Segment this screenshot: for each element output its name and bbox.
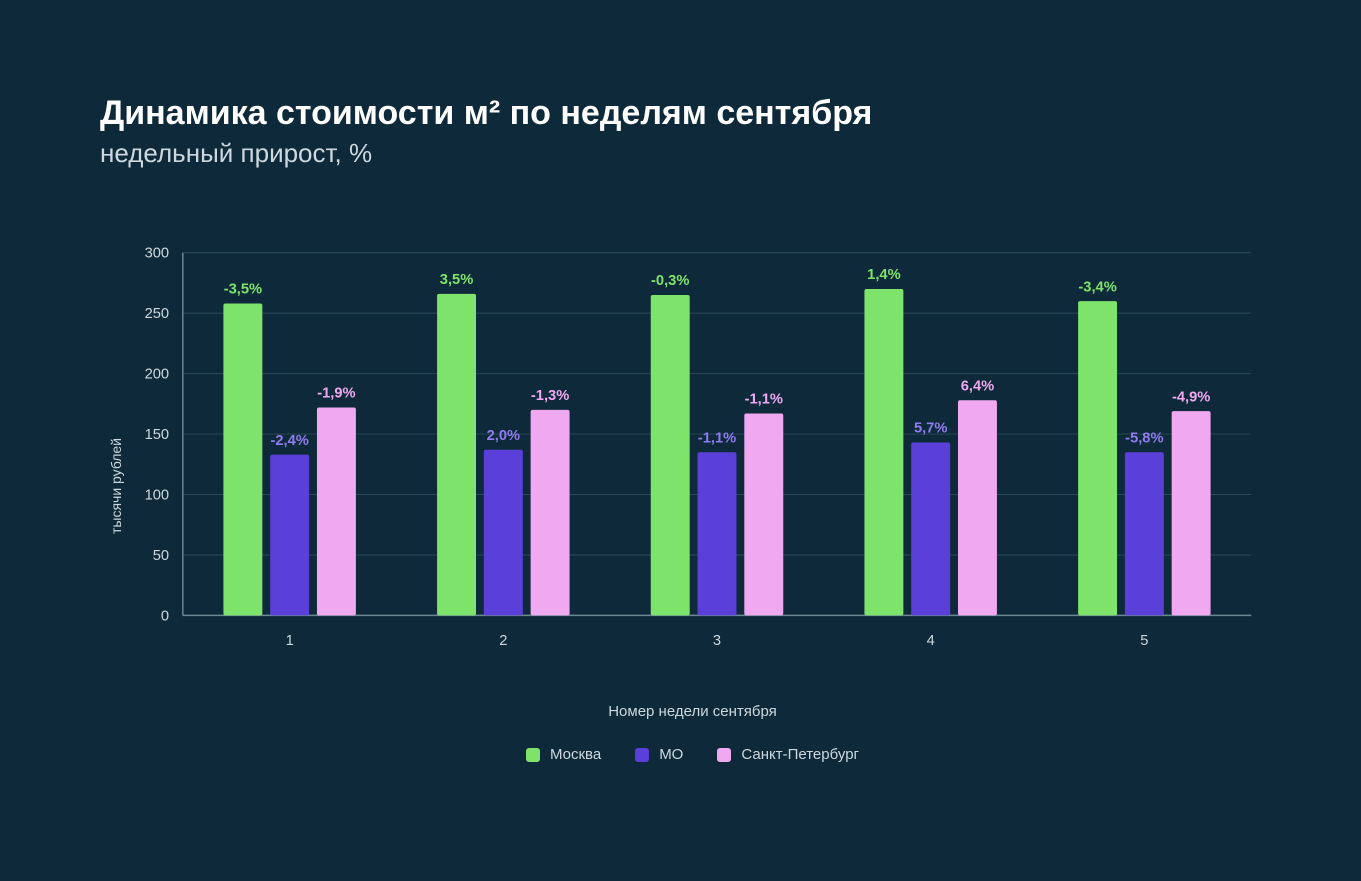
bar xyxy=(270,455,309,616)
bar-value-label: -3,5% xyxy=(224,282,262,298)
y-tick-label: 150 xyxy=(145,427,170,443)
legend-item: Санкт-Петербург xyxy=(717,746,859,763)
bar xyxy=(1125,453,1164,616)
legend-swatch xyxy=(526,748,540,762)
bar-value-label: -1,9% xyxy=(317,386,355,402)
bar-value-label: 6,4% xyxy=(961,379,994,395)
legend-label: Санкт-Петербург xyxy=(741,746,859,763)
legend-label: МО xyxy=(659,746,683,763)
x-axis-label: Номер недели сентября xyxy=(124,703,1261,720)
bar xyxy=(1078,301,1117,615)
bar-value-label: -1,1% xyxy=(745,392,783,408)
y-tick-label: 0 xyxy=(161,609,169,625)
x-tick-label: 4 xyxy=(927,633,935,649)
bar-value-label: -4,9% xyxy=(1172,390,1210,406)
bar xyxy=(864,289,903,615)
x-tick-label: 2 xyxy=(499,633,507,649)
bar-value-label: 1,4% xyxy=(867,268,900,284)
legend-swatch xyxy=(717,748,731,762)
legend-item: Москва xyxy=(526,746,601,763)
bar-value-label: -1,3% xyxy=(531,388,569,404)
bar xyxy=(317,408,356,616)
x-tick-label: 3 xyxy=(713,633,721,649)
bar xyxy=(651,295,690,615)
bar xyxy=(698,453,737,616)
legend: Москва МО Санкт-Петербург xyxy=(124,746,1261,763)
chart-svg: 0 50 100 150 200 250 300 1 -3,5% -2,4% -1,9% 2 3,5% 2… xyxy=(124,209,1261,665)
bar xyxy=(437,294,476,616)
y-tick-label: 200 xyxy=(145,367,170,383)
bar-value-label: 3,5% xyxy=(440,272,473,288)
chart-page: Динамика стоимости м² по неделям сентябр… xyxy=(0,0,1361,881)
legend-swatch xyxy=(635,748,649,762)
y-tick-label: 100 xyxy=(145,488,170,504)
bar xyxy=(223,304,262,616)
bar-value-label: -5,8% xyxy=(1125,431,1163,447)
bar xyxy=(484,450,523,616)
bar-value-label: -0,3% xyxy=(651,274,689,290)
legend-item: МО xyxy=(635,746,683,763)
bar-value-label: -2,4% xyxy=(270,433,308,449)
bar xyxy=(958,401,997,616)
bar xyxy=(1172,411,1211,615)
y-tick-label: 250 xyxy=(145,306,170,322)
bar xyxy=(744,414,783,616)
x-tick-label: 5 xyxy=(1140,633,1148,649)
chart-area: тысячи рублей 0 50 100 150 200 250 300 1 -3,5% -2… xyxy=(100,209,1261,763)
bar-value-label: -3,4% xyxy=(1078,280,1116,296)
bar xyxy=(911,443,950,616)
bar-value-label: 5,7% xyxy=(914,421,947,437)
y-axis-label: тысячи рублей xyxy=(100,438,124,534)
legend-label: Москва xyxy=(550,746,601,763)
bar xyxy=(531,410,570,616)
y-tick-label: 50 xyxy=(153,548,169,564)
chart-subtitle: недельный прирост, % xyxy=(100,138,1261,169)
x-tick-label: 1 xyxy=(286,633,294,649)
bar-value-label: 2,0% xyxy=(487,428,520,444)
chart-title: Динамика стоимости м² по неделям сентябр… xyxy=(100,95,1261,132)
y-tick-label: 300 xyxy=(145,246,170,262)
bar-value-label: -1,1% xyxy=(698,431,736,447)
